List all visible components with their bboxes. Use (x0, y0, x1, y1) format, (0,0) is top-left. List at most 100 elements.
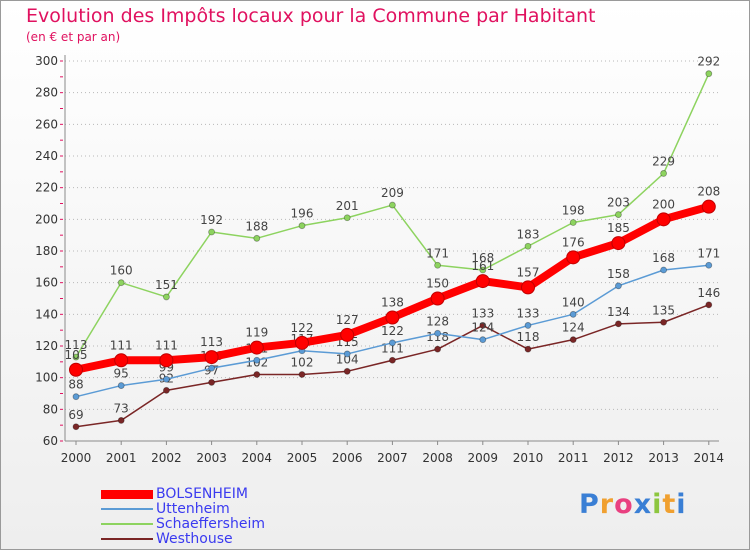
data-label: 176 (562, 235, 585, 249)
data-label: 203 (607, 196, 630, 210)
data-point (615, 320, 622, 328)
data-label: 119 (245, 326, 268, 340)
x-tick-label: 2014 (694, 451, 725, 465)
y-tick-label: 120 (35, 339, 58, 353)
data-label: 192 (200, 213, 223, 227)
legend-item: Uttenheim (101, 502, 401, 517)
y-tick-label: 220 (35, 181, 58, 195)
y-tick-label: 260 (35, 117, 58, 131)
data-point (69, 362, 83, 377)
data-point (114, 353, 129, 368)
data-label: 160 (110, 264, 133, 278)
data-point (569, 336, 577, 344)
data-point (343, 367, 351, 375)
data-label: 196 (291, 207, 314, 221)
proxiti-logo: Proxiti (579, 489, 687, 520)
data-point (117, 382, 125, 389)
data-point (162, 293, 170, 301)
data-point (340, 327, 355, 342)
data-point (569, 219, 577, 226)
data-point (208, 379, 216, 386)
data-point (660, 266, 667, 274)
x-tick-label: 2009 (468, 451, 499, 465)
data-point (434, 261, 442, 269)
data-label: 69 (68, 408, 83, 422)
data-point (162, 386, 170, 394)
data-point (388, 201, 396, 209)
data-label: 200 (652, 197, 675, 211)
y-tick-label: 160 (35, 276, 58, 290)
y-tick-label: 140 (35, 307, 58, 321)
data-point (388, 339, 396, 347)
data-label: 134 (607, 305, 630, 319)
data-label: 229 (652, 154, 675, 168)
x-tick-label: 2013 (648, 451, 679, 465)
data-label: 188 (245, 219, 268, 233)
data-point (479, 266, 487, 274)
data-label: 122 (381, 324, 404, 338)
data-point (343, 350, 351, 358)
data-point (298, 222, 306, 230)
data-label: 168 (471, 251, 494, 265)
data-point (611, 236, 626, 251)
x-tick-label: 2008 (422, 451, 453, 465)
data-point (430, 291, 445, 306)
legend: BOLSENHEIM Uttenheim Schaeffersheim Westhou… (101, 487, 401, 547)
data-point (660, 318, 667, 326)
x-tick-label: 2001 (106, 451, 137, 465)
y-tick-label: 60 (43, 434, 58, 448)
data-label: 138 (381, 296, 404, 310)
data-point (521, 280, 535, 295)
data-label: 133 (517, 306, 540, 320)
data-label: 73 (114, 401, 129, 415)
data-label: 118 (517, 330, 540, 344)
data-label: 168 (652, 251, 675, 265)
legend-swatch (101, 508, 153, 510)
data-label: 171 (697, 246, 720, 260)
data-point (475, 274, 490, 289)
y-tick-label: 100 (35, 371, 58, 385)
data-point (479, 336, 487, 344)
data-point (524, 322, 532, 329)
data-point (705, 301, 713, 309)
legend-item: BOLSENHEIM (101, 487, 401, 502)
data-point (524, 242, 532, 250)
legend-swatch (101, 489, 153, 499)
data-point (434, 329, 442, 337)
legend-label: BOLSENHEIM (156, 486, 248, 502)
x-tick-label: 2011 (558, 451, 589, 465)
data-label: 88 (68, 378, 83, 392)
data-point (705, 70, 713, 78)
data-point (117, 279, 125, 287)
data-point (434, 345, 442, 353)
grid-lines (65, 60, 719, 442)
data-point (479, 322, 487, 329)
data-label: 135 (652, 303, 675, 317)
x-tick-label: 2012 (603, 451, 634, 465)
data-point (253, 234, 261, 242)
data-label: 158 (607, 267, 630, 281)
data-label: 183 (517, 227, 540, 241)
data-point (159, 353, 174, 368)
x-tick-label: 2007 (377, 451, 408, 465)
series-bolsenheim: 105 111 111 113 119 122 127 138 150 161 157 176 185 2… (65, 185, 720, 377)
data-point (72, 353, 80, 361)
data-label: 127 (336, 313, 359, 327)
data-label: 157 (517, 265, 540, 279)
data-label: 102 (291, 356, 314, 370)
legend-label: Uttenheim (156, 501, 230, 517)
legend-item: Schaeffersheim (101, 517, 401, 532)
y-tick-label: 200 (35, 212, 58, 226)
data-point (208, 364, 216, 372)
data-point (253, 356, 261, 364)
data-point (615, 282, 622, 290)
data-point (72, 423, 80, 431)
x-tick-label: 2010 (513, 451, 544, 465)
data-label: 208 (697, 185, 720, 199)
data-label: 113 (200, 335, 223, 349)
data-label: 201 (336, 199, 359, 213)
y-tick-label: 180 (35, 244, 58, 258)
data-point (72, 393, 80, 401)
